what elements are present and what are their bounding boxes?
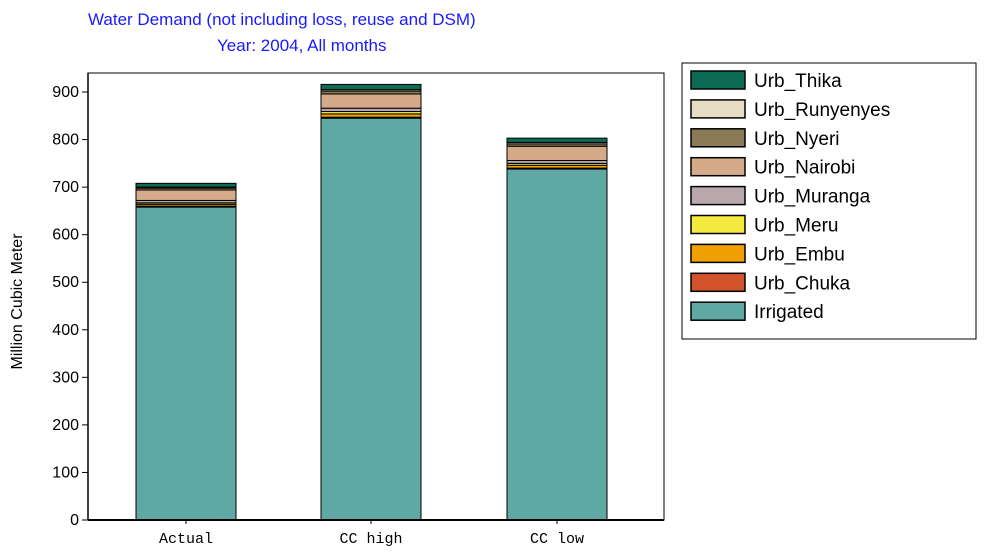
legend-label-urb-nyeri: Urb_Nyeri	[754, 129, 840, 150]
legend-label-urb-thika: Urb_Thika	[754, 71, 842, 92]
legend-swatch-urb-nairobi	[690, 156, 746, 177]
y-tick-label: 900	[52, 84, 79, 101]
y-tick-label: 500	[52, 274, 79, 291]
x-tick-label: Actual	[159, 531, 213, 548]
y-tick-label: 100	[52, 464, 79, 481]
chart-title: Water Demand (not including loss, reuse …	[88, 10, 476, 29]
y-tick-label: 300	[52, 369, 79, 386]
legend-swatch-urb-nyeri	[690, 128, 746, 148]
legend-swatch-urb-thika	[690, 70, 746, 90]
y-tick-label: 200	[52, 417, 79, 434]
y-tick-label: 600	[52, 227, 79, 244]
legend-label-urb-embu: Urb_Embu	[754, 244, 845, 265]
axes: 0 100 200 300 400 500 600 700 800 900 Actual CC hig…	[9, 73, 664, 548]
bars	[135, 83, 608, 521]
legend-label-urb-muranga: Urb_Muranga	[754, 187, 871, 208]
y-tick-label: 700	[52, 179, 79, 196]
legend-label-urb-runyenyes: Urb_Runyenyes	[754, 100, 890, 121]
legend-swatch-urb-meru	[690, 214, 746, 235]
y-tick-label: 0	[70, 512, 79, 529]
bar-segment-urb-nairobi-3	[506, 145, 608, 161]
x-tick-label: CC low	[530, 531, 584, 548]
bar-segment-irrigated-3	[506, 168, 608, 521]
chart-subtitle: Year: 2004, All months	[217, 36, 387, 55]
x-tick-label: CC high	[339, 531, 402, 548]
y-axis-label: Million Cubic Meter	[9, 233, 26, 370]
legend-label-urb-chuka: Urb_Chuka	[754, 273, 851, 294]
legend-label-irrigated: Irrigated	[754, 302, 824, 323]
bar-segment-irrigated-2	[320, 117, 422, 521]
legend-swatch-urb-runyenyes	[690, 99, 746, 119]
y-tick-label: 800	[52, 132, 79, 149]
legend-label-urb-nairobi: Urb_Nairobi	[754, 158, 855, 179]
legend-swatch-urb-embu	[690, 243, 746, 264]
legend-swatch-urb-muranga	[690, 185, 746, 206]
legend-swatch-irrigated	[690, 301, 746, 321]
legend-swatch-urb-chuka	[690, 272, 746, 293]
bar-segment-irrigated-1	[135, 206, 237, 521]
bar-segment-urb-thika-3	[506, 137, 608, 143]
bar-segment-urb-nairobi-1	[135, 189, 237, 201]
bar-segment-urb-nairobi-2	[320, 93, 422, 109]
legend-label-urb-meru: Urb_Meru	[754, 216, 838, 237]
legend: Urb_Thika Urb_Runyenyes Urb_Nyeri Urb_Nairo…	[681, 62, 977, 340]
bar-segment-urb-thika-1	[135, 182, 237, 188]
y-tick-label: 400	[52, 322, 79, 339]
bar-segment-urb-thika-2	[320, 83, 422, 91]
